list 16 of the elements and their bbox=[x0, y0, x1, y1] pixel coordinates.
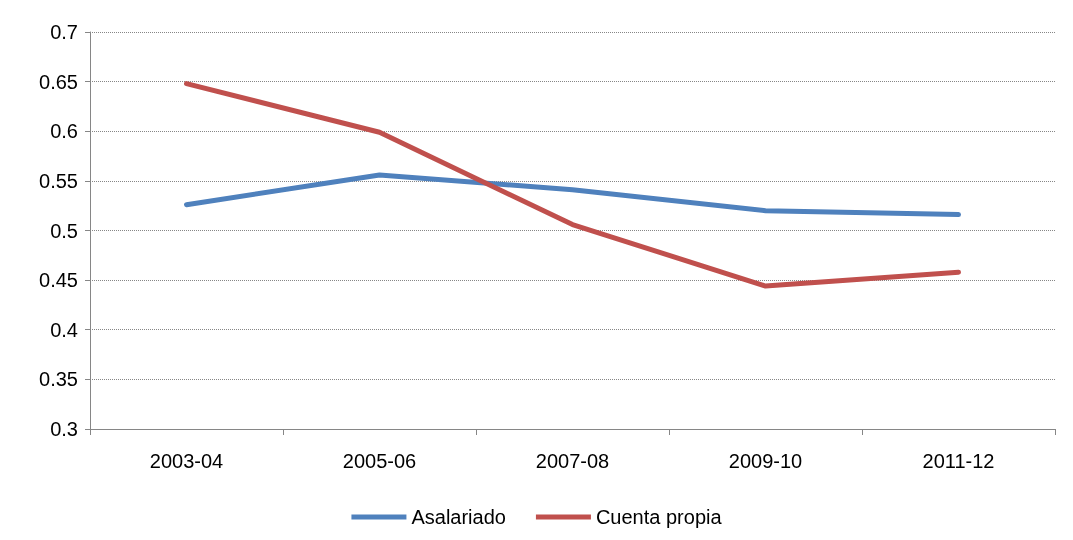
x-tick-label: 2009-10 bbox=[728, 450, 803, 472]
legend-label: Cuenta propia bbox=[595, 506, 723, 528]
legend-label: Asalariado bbox=[411, 506, 506, 528]
y-tick-label: 0.6 bbox=[50, 120, 78, 143]
y-tick-label: 0.7 bbox=[50, 21, 78, 43]
y-tick-label: 0.65 bbox=[39, 70, 78, 93]
x-tick-label: 2003-04 bbox=[149, 450, 224, 472]
y-tick-label: 0.35 bbox=[39, 368, 78, 391]
y-tick-label: 0.5 bbox=[50, 219, 78, 242]
x-tick-label: 2007-08 bbox=[535, 450, 610, 472]
y-tick-label: 0.55 bbox=[39, 169, 78, 192]
y-tick-label: 0.45 bbox=[39, 269, 78, 292]
y-tick-label: 0.4 bbox=[50, 318, 78, 341]
y-tick-label: 0.3 bbox=[50, 418, 78, 440]
x-tick-label: 2005-06 bbox=[342, 450, 417, 472]
x-tick-label: 2011-12 bbox=[922, 450, 995, 472]
